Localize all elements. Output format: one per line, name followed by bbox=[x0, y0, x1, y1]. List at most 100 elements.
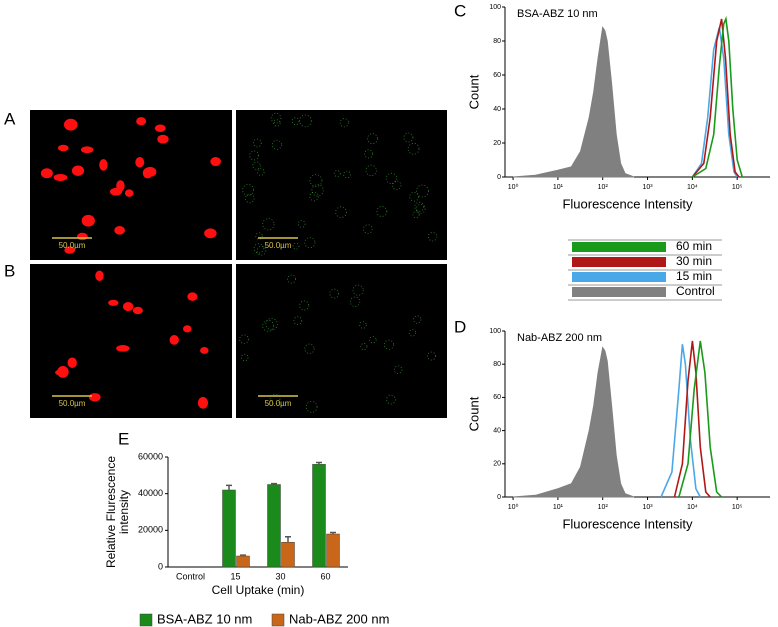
nucleus bbox=[57, 366, 69, 378]
nucleus bbox=[136, 117, 147, 126]
green-spot bbox=[265, 317, 278, 331]
x-tick-label: 10⁴ bbox=[687, 184, 698, 191]
green-spot bbox=[413, 315, 422, 324]
green-spot bbox=[255, 232, 263, 240]
error-bar bbox=[316, 461, 322, 465]
panel-label: C bbox=[454, 1, 466, 20]
green-spot bbox=[242, 184, 254, 196]
nucleus bbox=[108, 299, 119, 306]
green-spot bbox=[369, 336, 377, 344]
green-spot bbox=[311, 184, 324, 197]
histogram-area bbox=[513, 26, 635, 178]
x-tick-label: 10¹ bbox=[553, 184, 564, 191]
green-spot bbox=[343, 170, 351, 179]
green-spot bbox=[383, 339, 394, 350]
x-tick-label: 10⁴ bbox=[687, 504, 698, 511]
nucleus bbox=[57, 144, 69, 152]
nucleus bbox=[81, 214, 95, 227]
error-bar bbox=[271, 482, 277, 485]
bar bbox=[281, 542, 295, 568]
bar bbox=[326, 533, 340, 568]
y-tick-label: 100 bbox=[489, 4, 501, 11]
y-axis-label: Relative Flurescence bbox=[104, 456, 118, 568]
legend-label: Nab-ABZ 200 nm bbox=[289, 611, 389, 626]
y-tick-label: 80 bbox=[493, 361, 501, 368]
y-axis-label: intensity bbox=[117, 490, 131, 534]
green-spot bbox=[262, 218, 275, 231]
nucleus bbox=[197, 396, 209, 409]
nucleus bbox=[210, 157, 221, 167]
x-tick-label: 10⁵ bbox=[732, 504, 743, 511]
y-tick-label: 20000 bbox=[138, 525, 163, 535]
micrograph bbox=[30, 110, 232, 260]
green-spot bbox=[335, 206, 347, 218]
annotation: Nab-ABZ 200 nm bbox=[517, 332, 602, 344]
error-bar bbox=[285, 536, 291, 543]
scale-bar-label: 50.0µm bbox=[265, 241, 292, 250]
green-spot bbox=[367, 133, 378, 145]
green-spot bbox=[349, 296, 361, 307]
nucleus bbox=[143, 166, 157, 177]
y-tick-label: 40 bbox=[493, 427, 501, 434]
y-axis-label: Count bbox=[466, 396, 481, 431]
panel-label: A bbox=[4, 109, 16, 128]
green-spot bbox=[427, 351, 436, 361]
nucleus bbox=[169, 335, 179, 345]
nucleus bbox=[89, 393, 101, 402]
green-spot bbox=[287, 274, 296, 284]
y-tick-label: 80 bbox=[493, 38, 501, 45]
green-spot bbox=[269, 393, 281, 405]
panel-label: B bbox=[4, 261, 15, 280]
scale-bar-label: 50.0µm bbox=[265, 399, 292, 408]
green-spot bbox=[304, 237, 316, 249]
green-spot bbox=[391, 180, 402, 191]
x-tick-label: 60 bbox=[320, 571, 330, 581]
green-spot bbox=[385, 172, 398, 185]
green-spot bbox=[293, 316, 303, 326]
green-spot bbox=[309, 174, 323, 187]
y-axis-label: Count bbox=[466, 74, 481, 109]
scale-bar-label: 50.0µm bbox=[59, 241, 86, 250]
x-tick-label: 10⁰ bbox=[508, 503, 519, 511]
micrograph bbox=[236, 264, 447, 418]
green-spot bbox=[412, 211, 420, 219]
histogram-line bbox=[678, 340, 723, 498]
legend-swatch bbox=[139, 613, 153, 627]
nucleus bbox=[132, 306, 143, 315]
green-spot bbox=[329, 288, 340, 299]
x-tick-label: 30 bbox=[275, 571, 285, 581]
nucleus bbox=[99, 159, 108, 171]
nucleus bbox=[157, 134, 169, 144]
nucleus bbox=[187, 292, 198, 301]
green-spot bbox=[291, 117, 300, 126]
x-tick-label: 10³ bbox=[642, 184, 653, 191]
x-tick-label: 10⁵ bbox=[732, 184, 743, 191]
error-bar bbox=[240, 554, 246, 556]
green-spot bbox=[365, 164, 377, 177]
nucleus bbox=[114, 226, 125, 235]
nucleus bbox=[53, 173, 68, 182]
green-spot bbox=[256, 245, 267, 256]
nucleus bbox=[80, 146, 94, 154]
x-tick-label: 10² bbox=[598, 504, 609, 511]
legend-label: 60 min bbox=[676, 239, 712, 253]
histogram-line bbox=[673, 340, 711, 498]
green-spot bbox=[253, 243, 264, 254]
legend-label: 15 min bbox=[676, 269, 712, 283]
nucleus bbox=[122, 302, 134, 312]
y-tick-label: 40000 bbox=[138, 488, 163, 498]
green-spot bbox=[270, 112, 282, 124]
nucleus bbox=[154, 124, 166, 132]
histogram-line bbox=[691, 15, 744, 178]
nucleus bbox=[76, 232, 88, 241]
green-spot bbox=[333, 170, 341, 177]
nucleus bbox=[40, 168, 53, 179]
nucleus bbox=[116, 345, 130, 352]
scale-bar-label: 50.0µm bbox=[59, 399, 86, 408]
green-spot bbox=[416, 184, 429, 198]
green-spot bbox=[363, 224, 373, 234]
green-spot bbox=[407, 142, 420, 155]
green-spot bbox=[376, 206, 388, 217]
y-tick-label: 0 bbox=[497, 174, 501, 181]
